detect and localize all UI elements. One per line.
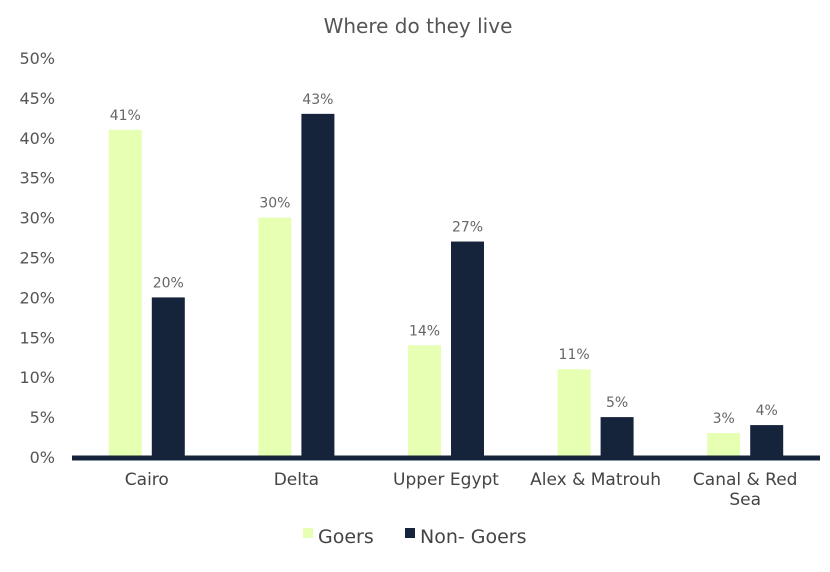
data-label: 3% [713, 411, 735, 427]
y-tick-label: 40% [19, 129, 55, 148]
legend-swatch [303, 528, 313, 538]
legend-label: Non- Goers [420, 526, 527, 548]
bar-non-goers [301, 113, 335, 458]
y-tick-label: 20% [19, 288, 55, 307]
data-label: 43% [302, 92, 333, 108]
bar-goers [258, 217, 292, 457]
data-label: 41% [110, 108, 141, 124]
x-axis: Cairo Delta Upper Egypt Alex & Matrouh Canal… [125, 470, 798, 510]
bar-goers [557, 369, 591, 457]
bar-non-goers [151, 297, 185, 457]
legend-swatch [405, 528, 415, 538]
bar-goers [108, 129, 142, 457]
data-label: 11% [559, 347, 590, 363]
y-axis: 0% 5% 10% 15% 20% 25% 30% 35% 40% 45% 50% [19, 49, 55, 467]
chart-title: Where do they live [324, 14, 513, 38]
data-label: 30% [259, 196, 290, 212]
x-tick-label-line: Cairo [125, 470, 169, 490]
data-label: 20% [153, 275, 184, 291]
y-tick-label: 30% [19, 209, 55, 228]
data-label: 4% [756, 403, 778, 419]
y-tick-label: 15% [19, 328, 55, 347]
data-label: 14% [409, 323, 440, 339]
data-label: 27% [452, 220, 483, 236]
data-label: 5% [606, 395, 628, 411]
bar-non-goers [750, 425, 784, 457]
legend: Goers Non- Goers [303, 526, 527, 548]
y-tick-label: 45% [19, 89, 55, 108]
x-tick-label-line: Canal & Red [693, 470, 798, 490]
y-tick-label: 5% [30, 408, 55, 427]
x-tick-label-line: Upper Egypt [393, 470, 499, 490]
x-tick-label: Alex & Matrouh [530, 470, 661, 490]
x-tick-label-line: Delta [274, 470, 319, 490]
x-tick-label: Delta [274, 470, 319, 490]
x-tick-label: Canal & Red Sea [693, 470, 798, 510]
x-tick-label: Upper Egypt [393, 470, 499, 490]
y-tick-label: 10% [19, 368, 55, 387]
x-tick-label-line: Sea [729, 490, 761, 510]
y-tick-label: 0% [30, 448, 55, 467]
y-tick-label: 50% [19, 49, 55, 68]
bar-goers [408, 345, 441, 457]
bar-non-goers [451, 241, 484, 457]
data-labels: 41% 20% 30% 43% 14% 27% 11% 5% 3% 4% [110, 92, 778, 427]
x-tick-label-line: Alex & Matrouh [530, 470, 661, 490]
bar-goers [707, 433, 741, 457]
y-tick-label: 35% [19, 169, 55, 188]
y-tick-label: 25% [19, 249, 55, 268]
x-tick-label: Cairo [125, 470, 169, 490]
bar-non-goers [600, 417, 634, 457]
bars [108, 113, 784, 458]
legend-label: Goers [318, 526, 374, 548]
